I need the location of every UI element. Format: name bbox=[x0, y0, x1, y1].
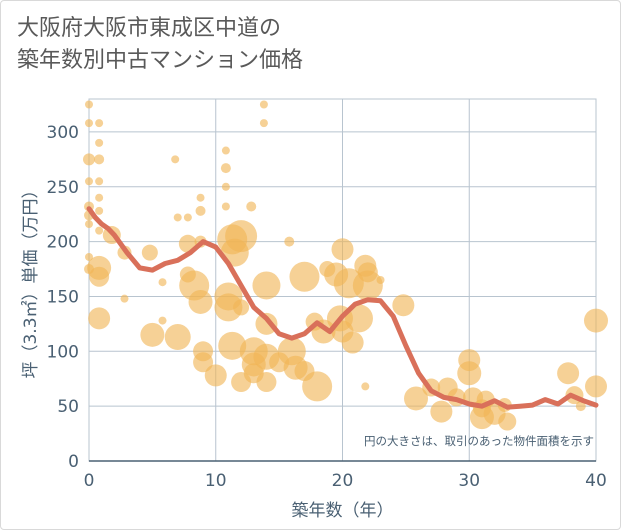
data-bubble bbox=[302, 371, 333, 402]
data-bubble bbox=[158, 278, 167, 287]
y-axis-title: 坪（3.3㎡）単価（万円） bbox=[21, 181, 41, 378]
data-bubble bbox=[204, 364, 227, 387]
data-bubble bbox=[344, 304, 373, 333]
data-bubble bbox=[83, 153, 95, 166]
data-bubble bbox=[183, 213, 192, 222]
data-bubble bbox=[85, 220, 93, 229]
data-bubble bbox=[218, 331, 247, 360]
data-bubble bbox=[341, 331, 364, 354]
trend-line bbox=[86, 206, 599, 410]
data-bubble bbox=[352, 270, 383, 301]
y-tick-label: 0 bbox=[68, 452, 79, 472]
data-bubble bbox=[221, 146, 230, 155]
data-bubble bbox=[252, 271, 281, 300]
data-bubble bbox=[361, 382, 370, 391]
data-bubble bbox=[85, 100, 93, 109]
data-bubble bbox=[95, 177, 104, 186]
y-tick-label: 150 bbox=[47, 287, 79, 307]
y-tick-label: 250 bbox=[47, 178, 79, 198]
data-bubble bbox=[173, 213, 182, 222]
data-bubble bbox=[289, 261, 320, 292]
data-bubble bbox=[457, 361, 482, 386]
data-bubble bbox=[284, 236, 295, 247]
data-bubble bbox=[95, 206, 104, 215]
data-bubble bbox=[557, 362, 580, 385]
data-bubble bbox=[193, 352, 214, 373]
x-tick-label: 30 bbox=[458, 471, 480, 491]
x-axis-title: 築年数（年） bbox=[292, 501, 394, 521]
data-bubble bbox=[95, 226, 104, 235]
data-bubble bbox=[95, 193, 104, 202]
data-bubble bbox=[221, 182, 230, 191]
data-bubble bbox=[195, 205, 206, 216]
data-bubble bbox=[94, 154, 105, 165]
data-bubble bbox=[233, 299, 250, 316]
data-bubble bbox=[85, 119, 93, 128]
data-bubble bbox=[95, 119, 104, 128]
data-bubble bbox=[85, 177, 93, 186]
data-bubble bbox=[214, 293, 243, 322]
data-bubble bbox=[584, 308, 608, 333]
size-annotation: 円の大きさは、取引のあった物件面積を示す bbox=[364, 434, 594, 448]
data-bubble bbox=[376, 276, 385, 284]
x-tick-label: 40 bbox=[585, 471, 607, 491]
data-bubble bbox=[188, 289, 213, 314]
y-tick-label: 100 bbox=[47, 342, 79, 362]
data-bubble bbox=[246, 201, 257, 212]
data-bubble bbox=[392, 294, 415, 317]
data-bubble bbox=[196, 193, 205, 202]
data-bubble bbox=[89, 266, 110, 287]
x-tick-label: 0 bbox=[84, 471, 95, 491]
data-bubble bbox=[225, 220, 258, 253]
x-tick-label: 20 bbox=[332, 471, 354, 491]
data-bubble bbox=[255, 312, 278, 335]
y-tick-label: 300 bbox=[47, 123, 79, 143]
data-bubble bbox=[88, 307, 111, 330]
data-bubble bbox=[575, 401, 586, 412]
data-bubble bbox=[331, 238, 354, 261]
data-bubble bbox=[95, 138, 104, 147]
data-bubble bbox=[430, 400, 453, 423]
data-bubble bbox=[158, 316, 167, 325]
data-bubble bbox=[164, 324, 191, 351]
data-bubble bbox=[120, 294, 129, 303]
data-bubble bbox=[585, 375, 607, 398]
data-bubble bbox=[220, 163, 231, 174]
x-tick-label: 10 bbox=[205, 471, 227, 491]
data-bubble bbox=[140, 322, 165, 347]
data-bubble bbox=[256, 372, 277, 393]
data-bubble bbox=[221, 202, 230, 211]
data-bubble bbox=[498, 412, 517, 431]
y-tick-label: 200 bbox=[47, 233, 79, 253]
data-bubble bbox=[404, 386, 429, 411]
data-bubble bbox=[85, 252, 93, 261]
data-bubble bbox=[141, 244, 158, 261]
y-tick-label: 50 bbox=[57, 397, 79, 417]
data-bubble bbox=[259, 119, 268, 128]
data-bubble bbox=[171, 155, 180, 164]
chart-title: 大阪府大阪市東成区中道の 築年数別中古マンション価格 bbox=[17, 16, 304, 73]
data-bubble bbox=[259, 100, 268, 109]
